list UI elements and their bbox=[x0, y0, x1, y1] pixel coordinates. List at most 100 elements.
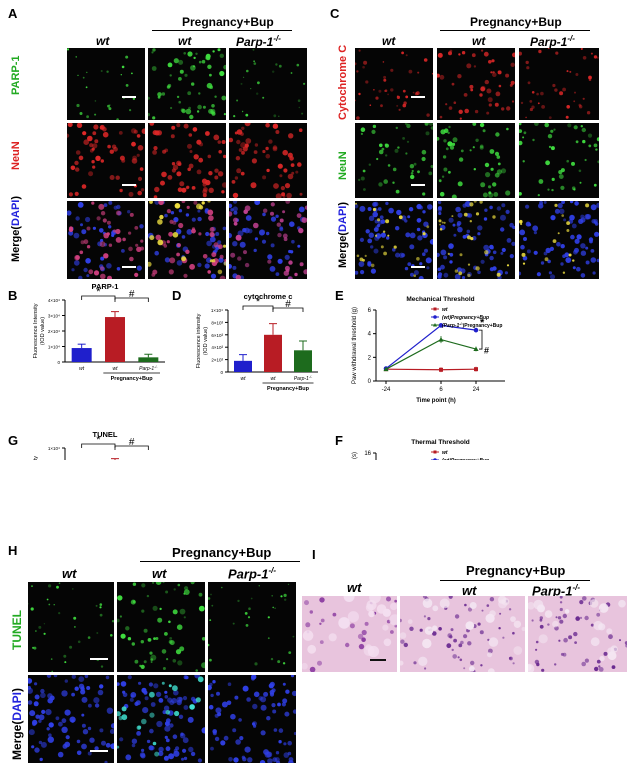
sig-hash-B: # bbox=[129, 289, 135, 300]
scale-bar-C-3 bbox=[411, 266, 425, 268]
micrograph-C-cytc-wt-preg bbox=[437, 48, 515, 120]
panel-letter-E: E bbox=[335, 288, 344, 303]
point-E-2-3 bbox=[473, 327, 479, 333]
y-tick-label-E: 6 bbox=[368, 308, 372, 314]
sig-star-B: * bbox=[96, 286, 101, 298]
legend-marker-E bbox=[433, 315, 437, 319]
micrograph-H-merge-wt bbox=[28, 675, 114, 763]
y-tick-label-B: 0 bbox=[57, 360, 60, 365]
scale-bar-A-3 bbox=[122, 266, 136, 268]
group-label-C: Pregnancy+Bup bbox=[470, 15, 562, 29]
bar-D-2 bbox=[264, 334, 282, 372]
bar-B-1 bbox=[71, 348, 92, 362]
group-label-H: Pregnancy+Bup bbox=[172, 545, 272, 560]
group-line-C bbox=[440, 30, 590, 31]
panel-letter-D: D bbox=[172, 288, 181, 303]
y-tick-label-E: 4 bbox=[368, 332, 372, 338]
y-axis-label-G: Fluorescence Intensity bbox=[33, 456, 39, 460]
sig-star-G: * bbox=[96, 434, 101, 446]
chart-title-E: Mechanical Threshold bbox=[406, 296, 474, 303]
histology-I-ko-preg bbox=[528, 596, 627, 672]
group-label-I: Pregnancy+Bup bbox=[466, 563, 566, 578]
y-tick-label-G: 1×10⁴ bbox=[48, 446, 60, 451]
micrograph-C-neun-wt bbox=[355, 123, 433, 198]
y-tick-label-B: 3×10⁴ bbox=[48, 314, 60, 319]
micrograph-H-tunel-ko-preg bbox=[208, 582, 296, 672]
y-tick-label-D: 6×10³ bbox=[211, 333, 223, 338]
bar-D-1 bbox=[234, 360, 252, 372]
x-axis-label-E: Time point (h) bbox=[416, 398, 456, 404]
legend-sup: -/- bbox=[459, 322, 463, 326]
micrograph-C-merge-ko-preg bbox=[519, 201, 599, 279]
micrograph-H-merge-ko-preg bbox=[208, 675, 296, 763]
y-tick-label-E: 0 bbox=[368, 379, 372, 385]
chart-title-F: Thermal Threshold bbox=[411, 439, 470, 446]
sig-bracket-hash-B bbox=[114, 297, 149, 302]
col-header-C-3: Parp-1-/- bbox=[530, 34, 575, 49]
micrograph-A-parp1-ko-preg bbox=[229, 48, 307, 120]
row-label-H-1: TUNEL bbox=[10, 610, 24, 650]
group-label-B: Pregnancy+Bup bbox=[111, 376, 154, 382]
sig-bracket-E bbox=[479, 329, 483, 350]
legend-label-E-2: (wt)Pregnancy+Bup bbox=[442, 315, 489, 321]
micrograph-A-parp1-wt bbox=[67, 48, 145, 120]
sig-star-D: * bbox=[256, 296, 261, 308]
legend-marker-E bbox=[433, 307, 437, 311]
sig-star-E: * bbox=[480, 317, 485, 329]
y-axis-label-F: Paw withdrawal latency (s) bbox=[352, 452, 358, 460]
y-axis-label-E: Paw withdrawal threshold (g) bbox=[352, 307, 358, 384]
panel-letter-H: H bbox=[8, 543, 18, 558]
chart-G: G02×10³4×10³6×10³8×10³1×10⁴Fluorescence … bbox=[8, 430, 149, 460]
micrograph-C-cytc-wt bbox=[355, 48, 433, 120]
micrograph-A-parp1-wt-preg bbox=[148, 48, 226, 120]
panel-letter-C: C bbox=[330, 6, 340, 21]
x-tick-label-D-2: wt bbox=[271, 376, 277, 382]
scale-bar-C-1 bbox=[411, 96, 425, 98]
scale-bar-I bbox=[370, 659, 386, 661]
y-tick-label-F: 16 bbox=[364, 451, 371, 457]
point-E-3-1 bbox=[383, 366, 389, 372]
x-tick-label-D-3: Parp-1-/- bbox=[294, 375, 313, 382]
col-header-A-3: Parp-1-/- bbox=[236, 34, 281, 49]
chart-D: D 0 2×10³ 4×10³ 6×10³ 8×10³ 1×10⁴ Fluorescence … bbox=[172, 288, 318, 392]
y-axis-label-B: (IOD value) bbox=[40, 317, 46, 345]
scale-bar-H-2 bbox=[90, 750, 108, 752]
chart-title-B: PARP-1 bbox=[92, 282, 119, 291]
legend-label-E-3: (Parp-1-/-)Pregnancy+Bup bbox=[442, 322, 502, 329]
x-tick-sup: -/- bbox=[309, 375, 313, 379]
y-tick-label-D: 4×10³ bbox=[211, 345, 223, 350]
micrograph-C-merge-wt-preg bbox=[437, 201, 515, 279]
y-axis-label-B: Fluorescence Intensity bbox=[33, 303, 39, 358]
legend-marker-E bbox=[433, 323, 437, 327]
point-E-3-2 bbox=[438, 336, 444, 342]
x-tick-label-E-1: -24 bbox=[382, 387, 391, 393]
bar-B-2 bbox=[105, 317, 125, 362]
panel-letter-I: I bbox=[312, 547, 316, 562]
group-label-A: Pregnancy+Bup bbox=[182, 15, 274, 29]
y-axis-label-D: (IOD value) bbox=[203, 327, 209, 355]
point-E-1-2 bbox=[439, 367, 443, 372]
x-tick-label-B-1: wt bbox=[79, 366, 85, 372]
chart-B: B 0 1×10⁴ 2×10⁴ 3×10⁴ 4×10⁴ Fluorescence Inten… bbox=[8, 282, 165, 382]
chart-title-G: TUNEL bbox=[93, 430, 118, 439]
x-tick-label-E-2: 6 bbox=[439, 387, 443, 393]
group-line-H bbox=[140, 561, 300, 562]
micrograph-H-merge-wt-preg bbox=[117, 675, 205, 763]
scale-bar-H-1 bbox=[90, 658, 108, 660]
y-tick-label-B: 2×10⁴ bbox=[48, 329, 60, 334]
y-tick-label-D: 8×10³ bbox=[211, 320, 223, 325]
scale-bar-C-2 bbox=[411, 184, 425, 186]
sig-hash-G: # bbox=[129, 437, 135, 448]
micrograph-C-cytc-ko-preg bbox=[519, 48, 599, 120]
panel-letter-F: F bbox=[335, 433, 343, 448]
x-tick-label-B-2: wt bbox=[113, 366, 119, 372]
histology-I-wt-preg bbox=[400, 596, 525, 672]
series-line-E-3 bbox=[385, 338, 477, 370]
micrograph-C-neun-wt-preg bbox=[437, 123, 515, 198]
col-header-A-1: wt bbox=[96, 34, 110, 48]
y-axis-label-D: Fluorescence intensity bbox=[196, 313, 202, 368]
micrograph-H-tunel-wt bbox=[28, 582, 114, 672]
point-E-3-3 bbox=[473, 346, 479, 352]
group-line-I bbox=[440, 580, 590, 581]
micrograph-A-merge-ko-preg bbox=[229, 201, 307, 279]
